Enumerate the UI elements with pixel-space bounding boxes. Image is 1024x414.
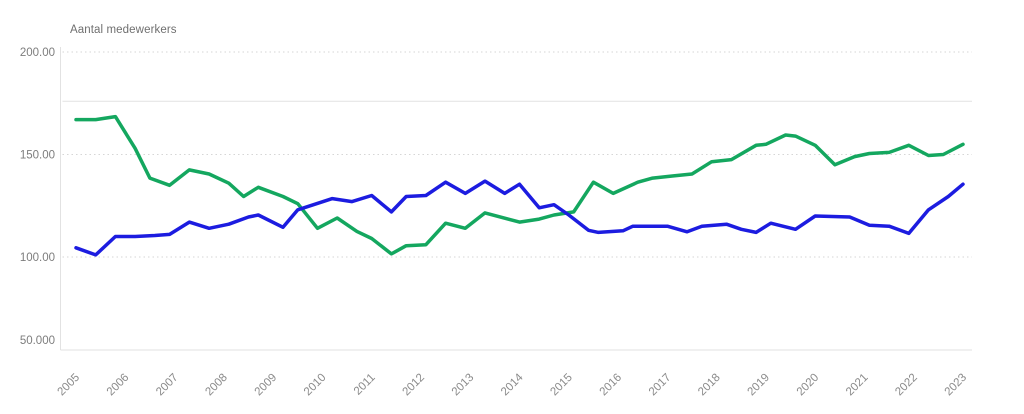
x-tick-label-2005: 2005 (56, 372, 83, 399)
y-axis-title: Aantal medewerkers (70, 24, 177, 36)
x-tick-label-2018: 2018 (696, 372, 723, 399)
x-tick-label-2015: 2015 (548, 372, 575, 399)
x-tick-label-2023: 2023 (943, 372, 970, 399)
x-tick-label-2010: 2010 (302, 372, 329, 399)
x-tick-label-2019: 2019 (745, 372, 772, 399)
x-tick-label-2006: 2006 (105, 372, 132, 399)
y-tick-label-200: 200.00 (20, 47, 55, 59)
x-tick-label-2009: 2009 (253, 372, 280, 399)
x-tick-label-2007: 2007 (154, 372, 181, 399)
x-tick-label-2022: 2022 (893, 372, 920, 399)
x-tick-label-2008: 2008 (203, 372, 230, 399)
y-tick-label-50: 50.000 (20, 335, 55, 347)
x-tick-label-2021: 2021 (844, 372, 871, 399)
x-tick-label-2014: 2014 (499, 371, 526, 398)
x-tick-label-2020: 2020 (795, 372, 822, 399)
green-series-line (74, 114, 965, 256)
y-tick-label-100: 100.00 (20, 252, 55, 264)
x-tick-label-2013: 2013 (450, 372, 477, 399)
x-tick-label-2012: 2012 (400, 372, 427, 399)
x-tick-label-2011: 2011 (352, 372, 378, 398)
x-tick-label-2017: 2017 (647, 372, 674, 399)
y-tick-label-150: 150.00 (20, 150, 55, 162)
x-tick-label-2016: 2016 (598, 372, 625, 399)
blue-series-line (74, 179, 965, 257)
